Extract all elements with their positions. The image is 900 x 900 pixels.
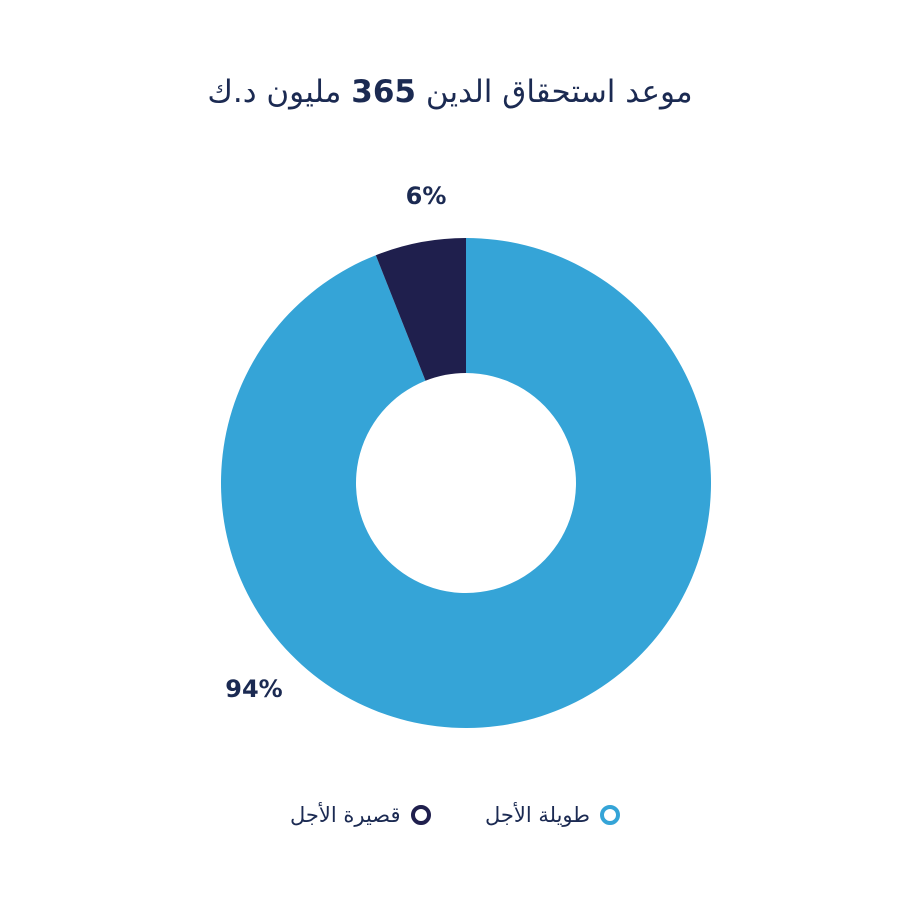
chart-title-amount: 365 bbox=[351, 74, 416, 110]
legend-marker-short-term bbox=[410, 805, 431, 825]
legend-item-short-term[interactable]: قصيرة الأجل bbox=[290, 800, 431, 830]
chart-title-prefix: موعد استحقاق الدين bbox=[425, 74, 693, 110]
donut-slice-long-term[interactable] bbox=[220, 238, 712, 728]
data-label-long-term: 94% bbox=[225, 675, 282, 703]
chart-title-suffix: مليون د.ك bbox=[207, 74, 342, 110]
legend-marker-long-term bbox=[600, 805, 620, 825]
data-label-short-term: 6% bbox=[406, 182, 447, 210]
legend-label-short-term: قصيرة الأجل bbox=[290, 803, 401, 827]
chart-legend: طويلة الأجل قصيرة الأجل bbox=[0, 800, 900, 830]
legend-label-long-term: طويلة الأجل bbox=[485, 803, 590, 827]
legend-item-long-term[interactable]: طويلة الأجل bbox=[485, 800, 620, 830]
donut-slice-short-term[interactable] bbox=[375, 238, 466, 381]
chart-title: موعد استحقاق الدين 365 مليون د.ك bbox=[0, 74, 900, 110]
